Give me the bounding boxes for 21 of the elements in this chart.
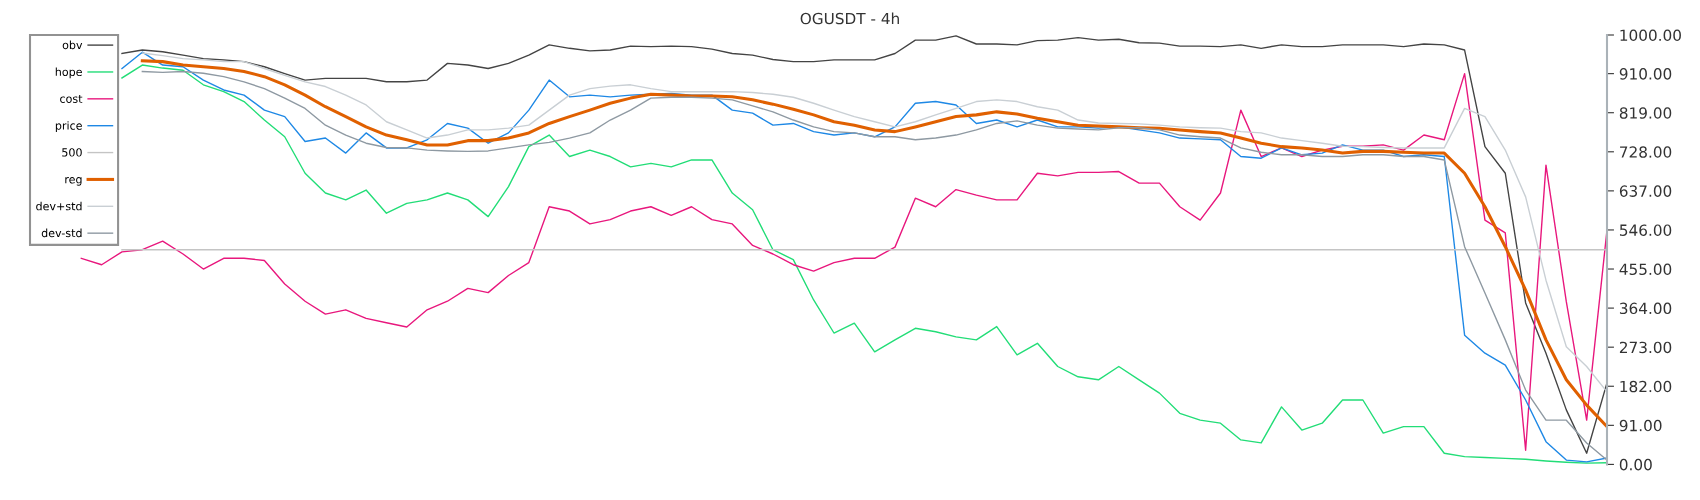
y-tick-label: 819.00 [1619, 107, 1672, 119]
y-tick-label: 455.00 [1619, 263, 1672, 276]
y-tick-label: 273.00 [1619, 341, 1672, 354]
y-tick-label: 364.00 [1619, 302, 1672, 315]
legend-label: dev-std [41, 228, 82, 238]
y-tick-label: 728.00 [1620, 146, 1672, 158]
legend-label: dev+std [36, 201, 82, 211]
y-tick-label: 1000.00 [1620, 29, 1681, 42]
y-tick-label: 546.00 [1619, 224, 1672, 236]
y-tick-label: 910.00 [1619, 68, 1672, 80]
y-tick-label: 182.00 [1620, 380, 1672, 393]
y-tick-label: 0.00 [1619, 458, 1652, 471]
legend-label: hope [55, 67, 82, 79]
y-tick-label: 91.00 [1619, 419, 1662, 432]
legend-label: reg [65, 177, 82, 186]
legend-label: obv [62, 40, 83, 50]
legend-label: price [55, 121, 82, 132]
legend-label: cost [60, 94, 83, 103]
legend-label: 500 [62, 148, 82, 157]
chart-title: OGUSDT - 4h [800, 12, 899, 25]
y-tick-label: 637.00 [1619, 185, 1672, 197]
